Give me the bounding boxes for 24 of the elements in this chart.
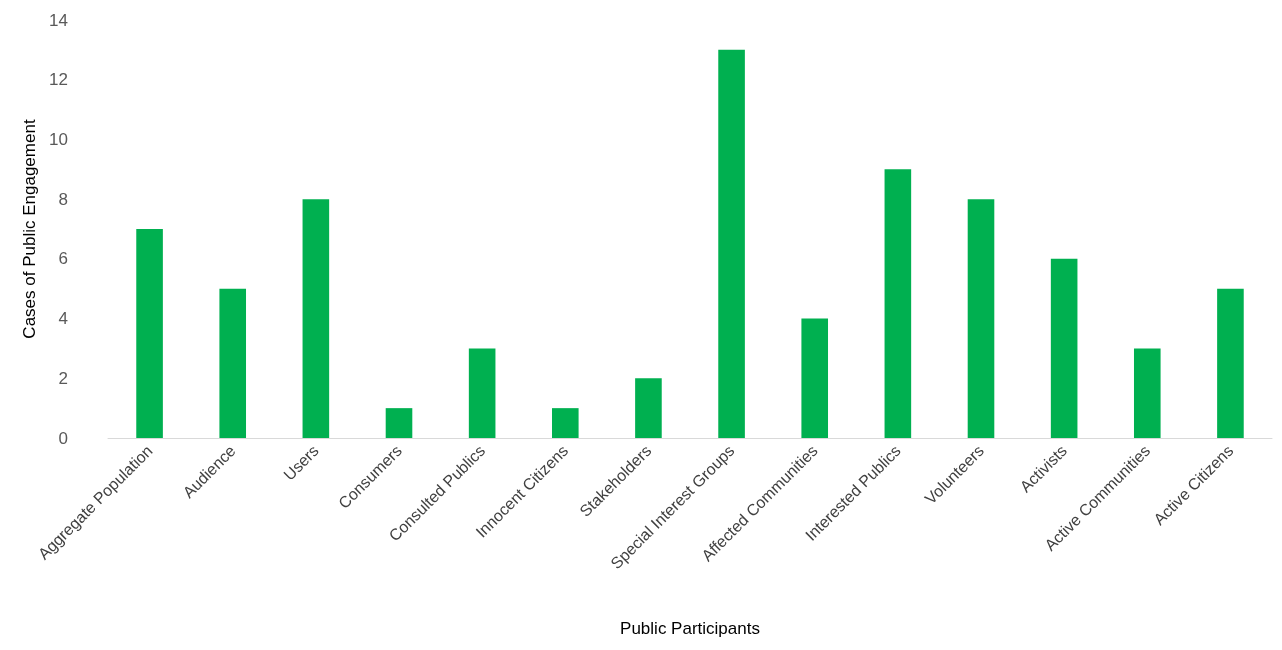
bar [1050, 258, 1078, 438]
bar [1133, 348, 1161, 438]
y-tick-label: 2 [58, 368, 68, 388]
y-tick-label: 8 [58, 189, 68, 209]
bar [468, 348, 496, 438]
bar [551, 408, 579, 438]
x-axis-title: Public Participants [620, 619, 760, 638]
bar [302, 199, 330, 438]
bar [635, 378, 662, 438]
y-tick-label: 14 [49, 10, 68, 30]
bar [219, 288, 247, 438]
y-tick-label: 6 [58, 249, 68, 269]
y-tick-label: 12 [49, 70, 68, 90]
bar [801, 318, 829, 438]
bar [718, 49, 745, 438]
bar [1217, 288, 1244, 438]
bar [967, 199, 995, 438]
bar [136, 229, 163, 438]
y-axis-title: Cases of Public Engagement [20, 119, 40, 339]
y-tick-label: 10 [49, 129, 68, 149]
y-tick-label: 0 [58, 428, 68, 448]
y-tick-label: 4 [58, 309, 68, 329]
bar [884, 169, 912, 438]
bar [385, 408, 413, 438]
